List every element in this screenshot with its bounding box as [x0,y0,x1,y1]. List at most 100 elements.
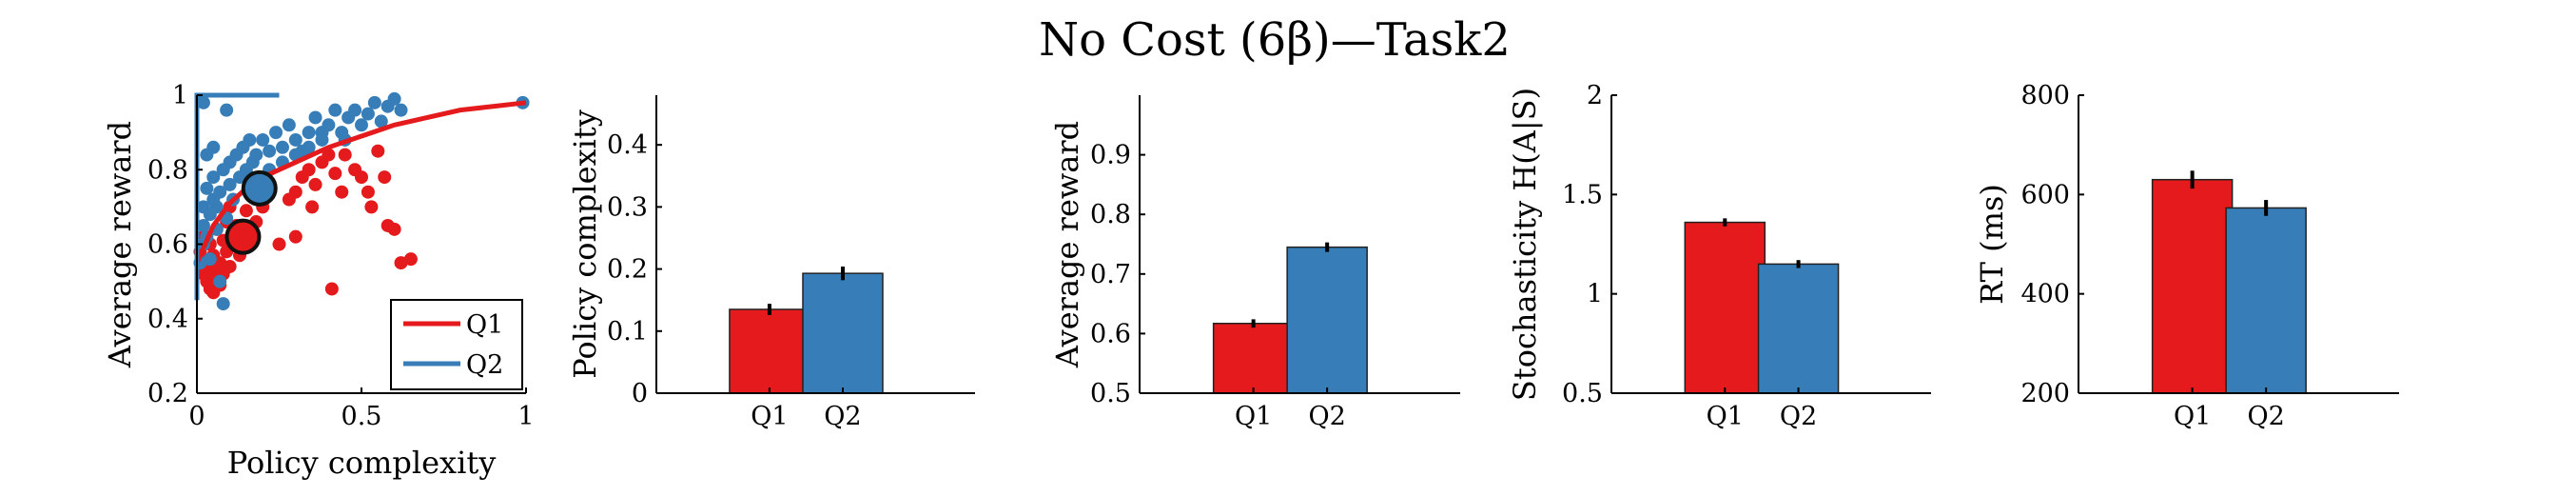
y-tick-label: 0.5 [1562,379,1603,408]
data-point-q2 [374,114,388,129]
y-tick-label: 0.4 [147,305,188,334]
y-tick-label: 0.1 [607,317,648,347]
bar-q1 [1212,323,1295,394]
curve-q1 [194,100,527,265]
y-axis-label: Average reward [1049,121,1085,368]
mean-marker-q1 [224,218,262,255]
x-tick-label: 1 [517,402,534,431]
data-point-q2 [355,118,368,132]
y-tick-label: 0.5 [1090,379,1131,408]
data-point-q1 [378,170,392,185]
legend-box [390,299,523,390]
data-point-q2 [315,132,329,147]
bar-q1 [729,308,810,394]
data-point-q2 [387,91,401,106]
data-point-q1 [361,185,375,199]
y-tick-label: 0.9 [1090,141,1131,170]
y-tick-label: 2 [1587,81,1603,110]
y-tick-label: 0.7 [1090,260,1131,289]
data-point-q2 [322,118,336,132]
data-point-q2 [367,95,381,109]
y-tick-label: 800 [2020,81,2070,110]
bar-q2 [2225,207,2307,394]
x-tick-label: 0 [188,402,205,431]
bar-q1 [1684,221,1766,394]
x-tick-label: Q1 [751,402,788,431]
data-point-q1 [338,148,352,162]
x-tick-label: 0.5 [342,402,382,431]
y-tick-label: 0.2 [607,255,648,285]
x-tick-label: Q2 [1780,402,1817,431]
data-point-q2 [348,103,362,117]
x-axis-label: Policy complexity [227,445,497,481]
y-tick-label: 0.6 [147,230,188,260]
legend-label-q1: Q1 [466,310,503,340]
bar-q2 [1286,246,1368,394]
data-point-q1 [288,229,302,244]
y-tick-label: 0.3 [607,192,648,222]
y-axis-label: RT (ms) [1974,184,2010,305]
x-tick-label: Q1 [2174,402,2211,431]
data-point-q1 [335,185,349,199]
data-point-q2 [203,252,217,267]
y-tick-label: 0 [632,379,648,408]
data-point-q2 [282,118,296,132]
data-point-q1 [355,170,368,185]
data-point-q2 [256,132,270,147]
y-axis-label: Stochasticity H(A|S) [1507,88,1543,401]
data-point-q2 [196,95,210,109]
data-point-q1 [364,200,379,214]
data-point-q2 [302,140,316,154]
x-tick-label: Q1 [1707,402,1744,431]
x-tick-label: Q2 [824,402,861,431]
data-point-q2 [216,297,230,311]
legend-label-q2: Q2 [466,350,503,380]
data-point-q1 [223,259,237,273]
data-point-q1 [239,204,253,218]
y-tick-label: 1 [1587,280,1603,309]
y-tick-label: 0.6 [1090,319,1131,348]
data-point-q1 [371,144,385,158]
data-point-q1 [305,200,320,214]
data-point-q2 [213,185,227,199]
data-point-q2 [213,274,227,288]
y-tick-label: 1 [172,81,188,110]
y-tick-label: 600 [2020,180,2070,209]
y-axis-label: Policy complexity [567,109,603,379]
x-tick-label: Q2 [1308,402,1345,431]
data-point-q1 [387,222,401,236]
data-point-q1 [302,163,316,177]
data-point-q2 [206,140,221,154]
data-point-q2 [196,218,210,232]
data-point-q2 [209,200,224,214]
x-tick-label: Q1 [1235,402,1272,431]
bar-q2 [802,272,884,394]
data-point-q1 [328,167,342,181]
data-point-q1 [403,252,418,267]
bar-q2 [1757,263,1840,394]
data-point-q2 [269,126,283,140]
y-tick-label: 1.5 [1562,180,1603,209]
data-point-q2 [328,103,342,117]
figure-title: No Cost (6β)—Task2 [1039,13,1511,67]
rt-bar-panel: Q1 Q2 200 400 600 800 RT (ms) [1974,81,2399,431]
y-tick-label: 200 [2020,379,2070,408]
y-tick-label: 0.2 [147,379,188,408]
data-point-q1 [272,237,286,251]
y-tick-label: 0.8 [1090,200,1131,229]
data-point-q2 [288,132,302,147]
data-point-q1 [324,282,339,296]
mean-marker-q2 [241,169,278,207]
data-point-q2 [263,144,277,158]
data-point-q2 [275,140,289,154]
data-point-q2 [200,181,214,195]
data-point-q2 [302,126,316,140]
y-tick-label: 0.8 [147,155,188,185]
data-point-q2 [220,103,234,117]
data-point-q1 [308,177,322,191]
y-tick-label: 400 [2020,280,2070,309]
